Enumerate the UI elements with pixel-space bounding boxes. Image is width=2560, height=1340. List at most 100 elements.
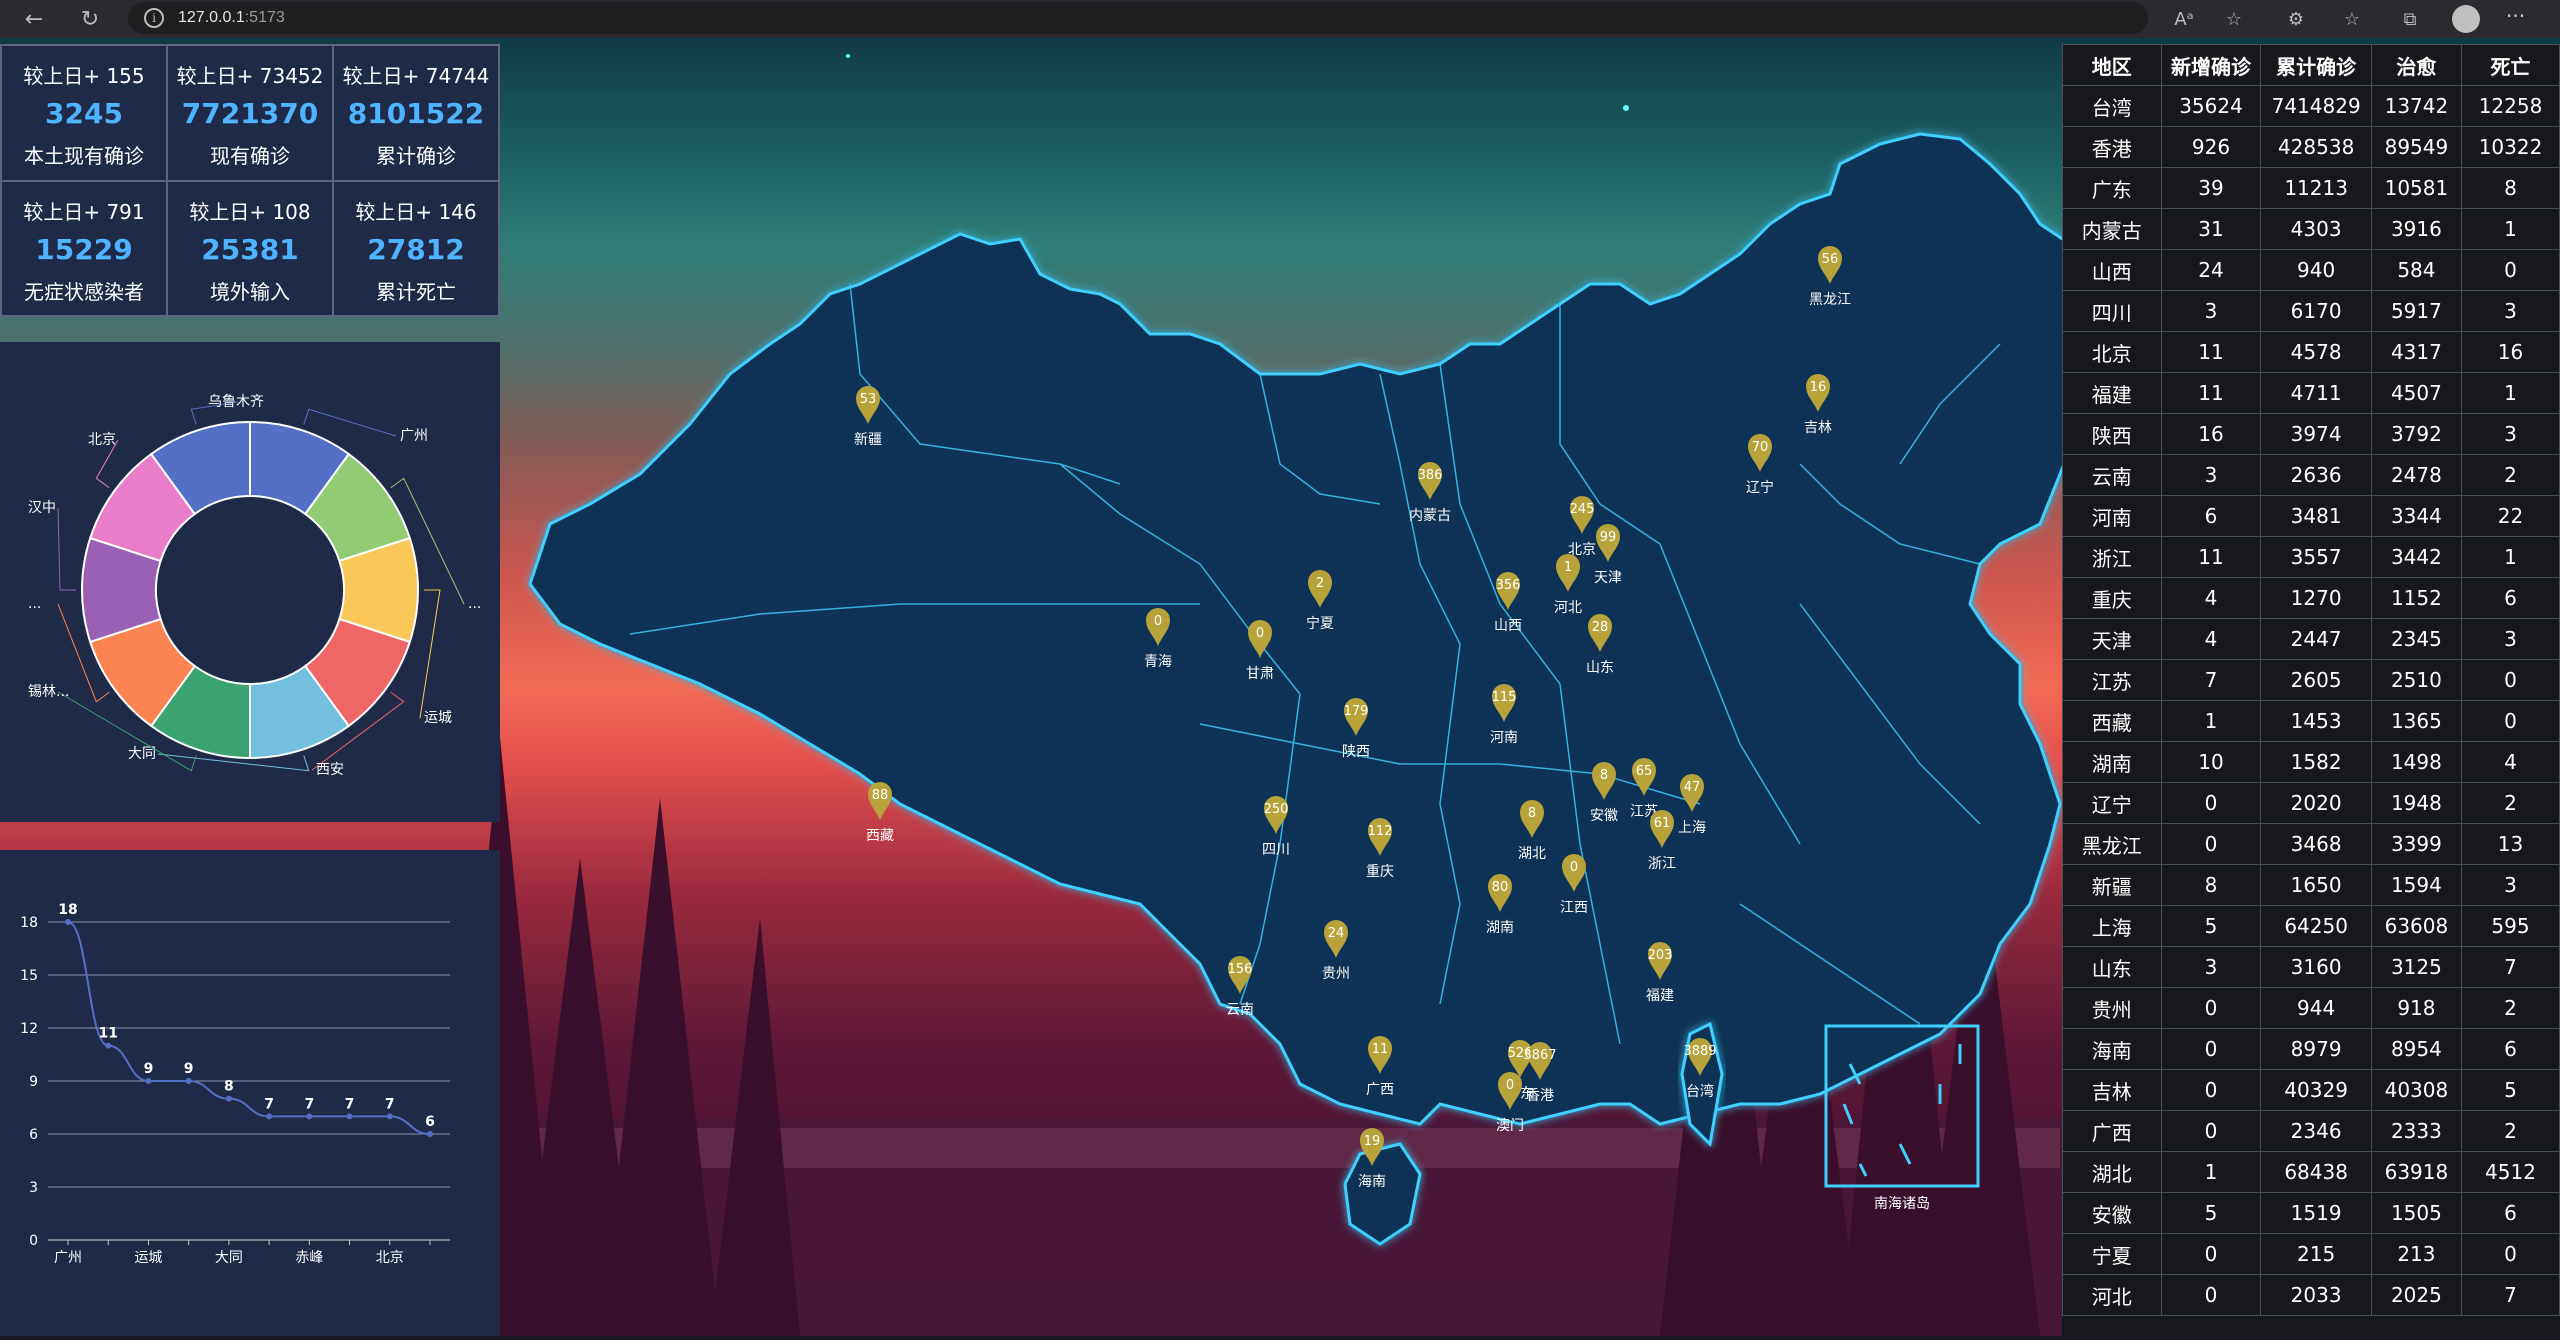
data-point[interactable] xyxy=(386,1113,393,1120)
province-borders xyxy=(629,283,2001,1045)
map-pin-icon[interactable] xyxy=(1496,572,1520,610)
read-aloud-icon[interactable]: Aᵃ xyxy=(2174,8,2194,30)
stat-label: 无症状感染者 xyxy=(24,280,144,304)
table-cell: 山西 xyxy=(2062,249,2162,291)
profile-avatar[interactable] xyxy=(2452,5,2480,33)
table-cell: 1 xyxy=(2461,208,2560,250)
table-cell: 2346 xyxy=(2260,1110,2372,1152)
table-row: 宁夏 0 215 213 0 xyxy=(2062,1233,2560,1275)
address-bar[interactable]: i 127.0.0.1:5173 xyxy=(128,2,2148,34)
province-label: 山东 xyxy=(1586,660,1614,676)
collections-icon[interactable]: ⧉ xyxy=(2403,8,2417,30)
back-icon[interactable]: ← xyxy=(24,6,44,32)
table-cell: 3 xyxy=(2160,454,2262,496)
map-pin-icon[interactable] xyxy=(1818,246,1842,284)
map-pin-icon[interactable] xyxy=(1368,818,1392,856)
map-pin-icon[interactable] xyxy=(1248,620,1272,658)
map-pin-icon[interactable] xyxy=(1688,1038,1712,1076)
data-point[interactable] xyxy=(65,919,71,925)
table-cell: 5 xyxy=(2160,1192,2262,1234)
pin-value: 115 xyxy=(1492,690,1517,705)
map-pin-icon[interactable] xyxy=(1748,434,1772,472)
data-point[interactable] xyxy=(225,1095,232,1102)
pin-value: 250 xyxy=(1264,802,1289,817)
data-point[interactable] xyxy=(105,1042,112,1049)
map-pin-icon[interactable] xyxy=(1418,462,1442,500)
table-cell: 0 xyxy=(2160,1274,2262,1316)
table-row: 重庆 4 1270 1152 6 xyxy=(2062,577,2560,619)
data-point[interactable] xyxy=(346,1113,353,1120)
table-cell: 云南 xyxy=(2062,454,2162,496)
stats-panel: 较上日+ 155 3245 本土现有确诊 较上日+ 73452 7721370 … xyxy=(0,44,500,317)
data-point[interactable] xyxy=(306,1113,313,1120)
extensions-icon[interactable]: ⚙ xyxy=(2287,8,2305,30)
map-svg[interactable]: 53新疆88西藏0青海0甘肃386内蒙古56黑龙江16吉林70辽宁245北京99… xyxy=(500,44,2243,1336)
table-cell: 1270 xyxy=(2260,577,2372,619)
data-point[interactable] xyxy=(266,1113,273,1120)
map-pin-icon[interactable] xyxy=(1596,524,1620,562)
map-pin-icon[interactable] xyxy=(1588,614,1612,652)
stat-delta: 较上日+ 73452 xyxy=(176,64,324,88)
map-pin-icon[interactable] xyxy=(1556,554,1580,592)
inset-label: 南海诸岛 xyxy=(1874,1196,1930,1212)
map-pin-icon[interactable] xyxy=(1344,698,1368,736)
map-pin-icon[interactable] xyxy=(1146,608,1170,646)
map-pin-icon[interactable] xyxy=(1592,762,1616,800)
map-pin-icon[interactable] xyxy=(1488,874,1512,912)
data-point[interactable] xyxy=(185,1078,192,1084)
pin-value: 3889 xyxy=(1683,1044,1716,1059)
map-pin-icon[interactable] xyxy=(1650,810,1674,848)
table-cell: 215 xyxy=(2260,1233,2372,1275)
map-pin-icon[interactable] xyxy=(1528,1042,1552,1080)
map-pin-icon[interactable] xyxy=(1520,800,1544,838)
hainan-island xyxy=(1343,1142,1422,1246)
table-cell: 35624 xyxy=(2160,85,2262,127)
data-point[interactable] xyxy=(427,1131,433,1137)
map-pin-icon[interactable] xyxy=(1492,684,1516,722)
pin-value: 53 xyxy=(860,392,877,407)
table-cell: 3 xyxy=(2461,864,2560,906)
map-pin-icon[interactable] xyxy=(868,782,892,820)
map-pin-icon[interactable] xyxy=(1648,942,1672,980)
map-pin-icon[interactable] xyxy=(1632,758,1656,796)
table-cell: 3125 xyxy=(2370,946,2463,988)
table-cell: 5917 xyxy=(2370,290,2463,332)
favorite-star-icon[interactable]: ☆ xyxy=(2225,8,2243,30)
table-row: 云南 3 2636 2478 2 xyxy=(2062,454,2560,496)
map-pin-icon[interactable] xyxy=(1570,496,1594,534)
y-tick-label: 6 xyxy=(29,1127,38,1143)
map-pin-icon[interactable] xyxy=(1228,956,1252,994)
map-pin-icon[interactable] xyxy=(1562,854,1586,892)
data-label: 7 xyxy=(264,1096,274,1112)
map-pin-icon[interactable] xyxy=(1308,570,1332,608)
map-pin-icon[interactable] xyxy=(1360,1128,1384,1166)
pin-value: 8 xyxy=(1528,806,1536,821)
favorites-icon[interactable]: ☆ xyxy=(2343,8,2361,30)
site-info-icon[interactable]: i xyxy=(144,8,164,28)
donut-leader-line xyxy=(57,507,76,591)
china-map[interactable]: 53 新疆 88 西藏 0 青海 0 甘肃 386 内蒙古 56 黑龙江 16 吉林 70 辽宁 245 北京 99… xyxy=(500,44,2243,1336)
reload-icon[interactable]: ↻ xyxy=(80,6,100,32)
table-row: 吉林 0 40329 40308 5 xyxy=(2062,1069,2560,1111)
map-pin-icon[interactable] xyxy=(1368,1036,1392,1074)
more-menu-icon[interactable]: ··· xyxy=(2506,4,2526,28)
table-cell: 山东 xyxy=(2062,946,2162,988)
map-pin-icon[interactable] xyxy=(1806,374,1830,412)
table-row: 香港 926 428538 89549 10322 xyxy=(2062,126,2560,168)
stat-card: 较上日+ 155 3245 本土现有确诊 xyxy=(1,45,167,181)
y-tick-label: 3 xyxy=(29,1180,38,1196)
table-cell: 31 xyxy=(2160,208,2262,250)
map-pin-icon[interactable] xyxy=(1264,796,1288,834)
pin-value: 24 xyxy=(1328,926,1345,941)
map-pin-icon[interactable] xyxy=(1680,774,1704,812)
pin-value: 65 xyxy=(1636,764,1653,779)
map-pin-icon[interactable] xyxy=(1508,1040,1532,1078)
map-pin-icon[interactable] xyxy=(1324,920,1348,958)
data-point[interactable] xyxy=(145,1078,152,1084)
table-cell: 2033 xyxy=(2260,1274,2372,1316)
donut-slice[interactable] xyxy=(149,420,251,516)
pin-value: 99 xyxy=(1600,530,1617,545)
map-pin-icon[interactable] xyxy=(1498,1072,1522,1110)
table-cell: 6 xyxy=(2461,1192,2560,1234)
map-pin-icon[interactable] xyxy=(856,386,880,424)
